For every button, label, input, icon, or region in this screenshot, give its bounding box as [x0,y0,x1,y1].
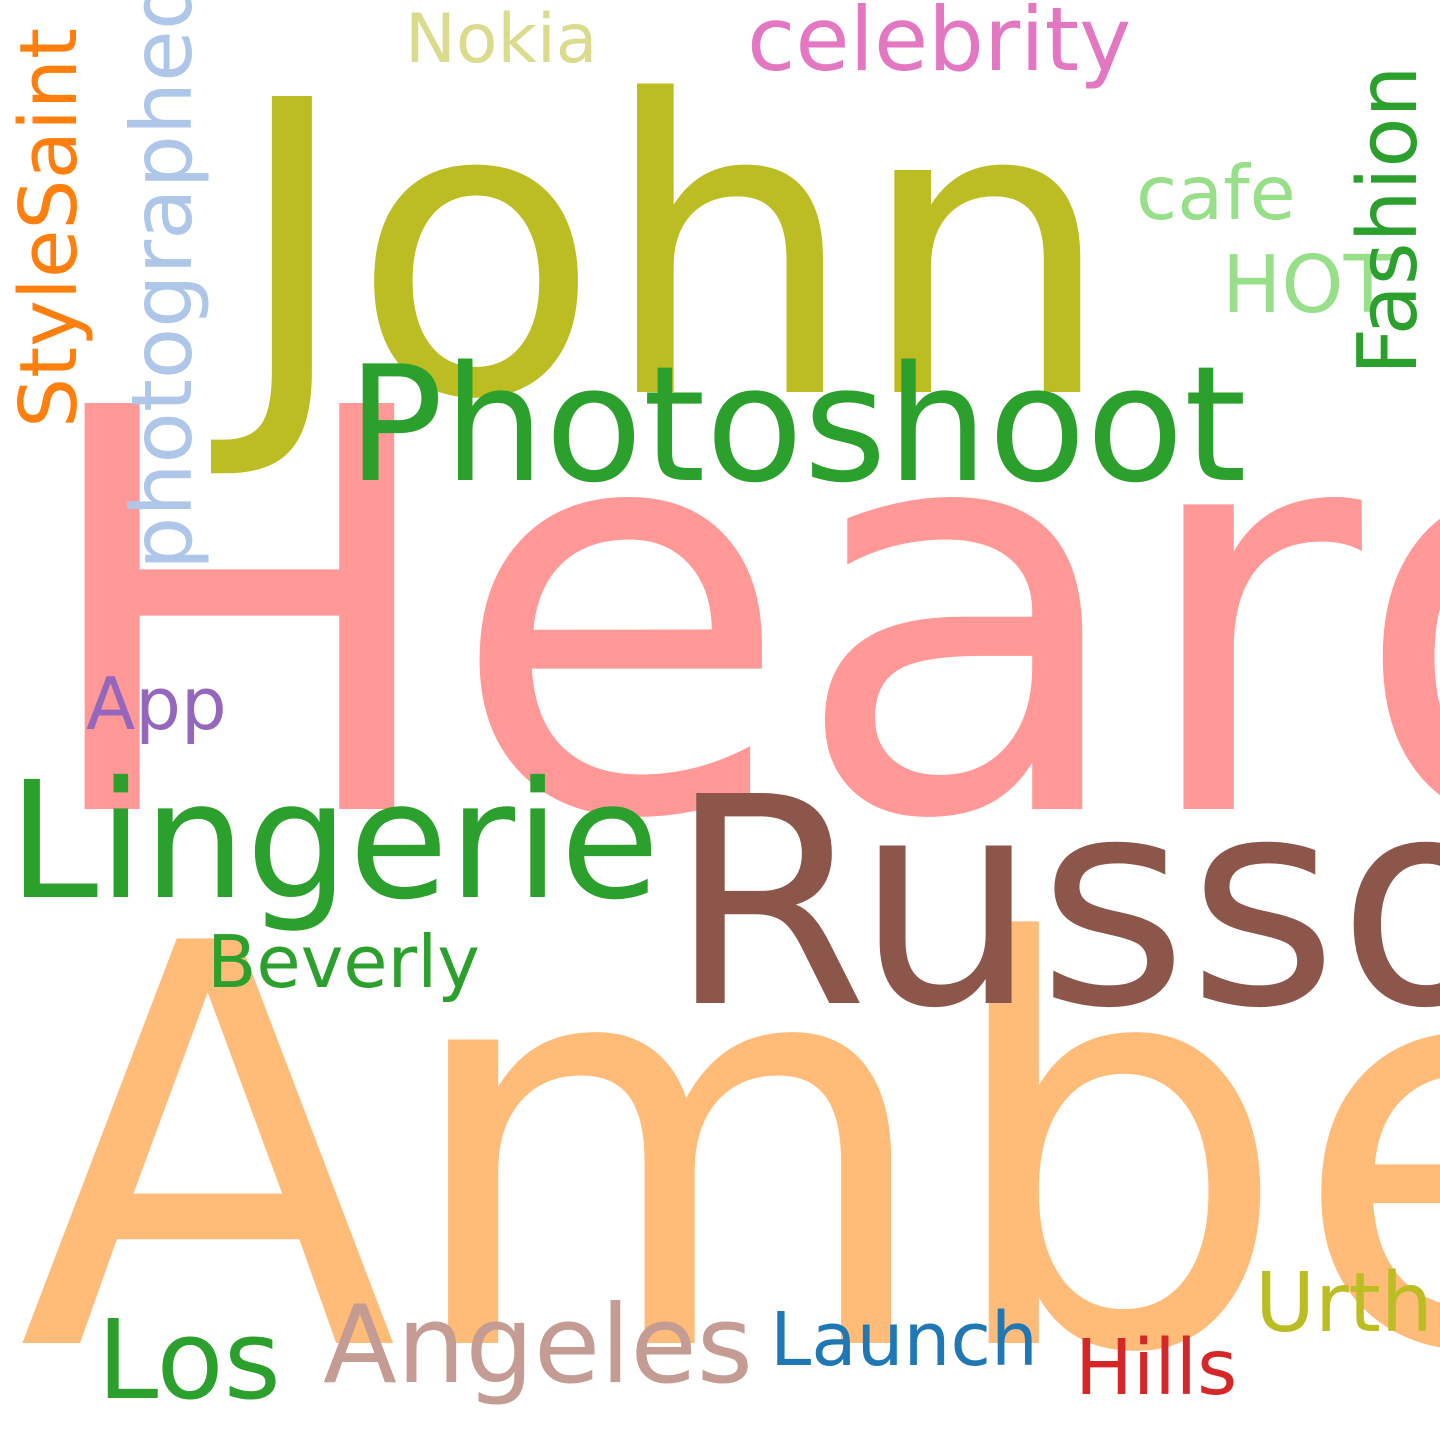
word-hills: Hills [1075,1324,1238,1413]
word-amber: Amber [18,828,1440,1440]
word-john: John [232,15,1115,488]
word-urth: Urth [1255,1256,1433,1351]
word-lingerie: Lingerie [8,748,660,936]
word-launch: Launch [770,1297,1038,1383]
word-hot: HOT [1222,239,1392,331]
word-beverly: Beverly [207,920,480,1004]
word-stylesaint: StyleSaint [3,28,95,428]
word-fashion: Fashion [1341,65,1436,375]
word-heard: Heard [30,293,1440,941]
word-russo: Russo [668,736,1440,1071]
word-los: Los [97,1296,281,1424]
word-photoshoot: Photoshoot [347,331,1247,518]
word-nokia: Nokia [405,0,598,79]
word-angeles: Angeles [323,1283,754,1408]
word-photographed: photographed [113,0,211,570]
word-celebrity: celebrity [747,0,1132,91]
word-cafe: cafe [1136,149,1296,237]
word-app: App [86,662,227,746]
